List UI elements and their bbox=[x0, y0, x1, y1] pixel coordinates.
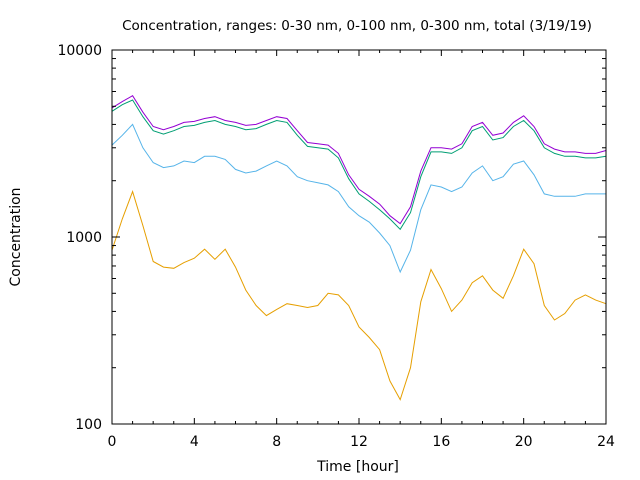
series-line-4 bbox=[111, 95, 607, 225]
series-line-2 bbox=[111, 123, 606, 274]
y-tick-label: 100 bbox=[75, 417, 102, 433]
x-tick-label: 12 bbox=[350, 434, 368, 450]
x-tick-label: 24 bbox=[597, 434, 615, 450]
y-axis: 100 1000 10000 bbox=[57, 43, 606, 433]
plot-border bbox=[111, 49, 607, 425]
x-tick-label: 4 bbox=[190, 434, 199, 450]
y-tick-label: 1000 bbox=[66, 230, 102, 246]
chart-title: Concentration, ranges: 0-30 nm, 0-100 nm… bbox=[122, 18, 592, 34]
x-tick-label: 0 bbox=[108, 434, 117, 450]
series-line-3 bbox=[111, 99, 607, 231]
x-axis-label: Time [hour] bbox=[316, 459, 399, 475]
y-axis-label: Concentration bbox=[8, 187, 24, 286]
x-tick-label: 20 bbox=[515, 434, 533, 450]
series-layer bbox=[111, 95, 607, 401]
x-tick-label: 8 bbox=[272, 434, 281, 450]
y-tick-label: 10000 bbox=[57, 43, 102, 59]
series-line-1 bbox=[111, 190, 607, 401]
x-axis: 0 4 8 12 16 20 24 bbox=[108, 50, 615, 450]
x-tick-label: 16 bbox=[432, 434, 450, 450]
